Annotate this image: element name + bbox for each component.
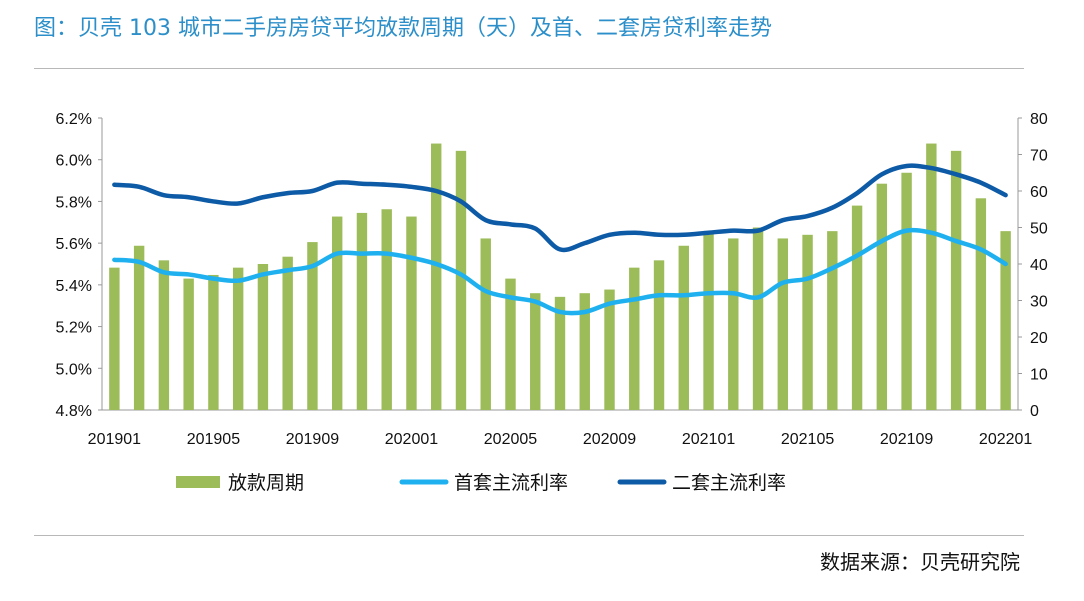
x-tick-label: 202005	[484, 431, 537, 448]
y-right-tick-label: 80	[1030, 111, 1048, 128]
bar	[480, 238, 491, 410]
bar	[183, 278, 194, 410]
bar	[257, 264, 269, 410]
bar	[232, 267, 244, 410]
bar-series-放款周期	[109, 143, 1011, 411]
bar	[802, 234, 813, 410]
x-tick-label: 202101	[682, 431, 735, 448]
x-tick-label: 201901	[88, 431, 141, 448]
bar	[728, 238, 739, 410]
y-left-tick-label: 6.2%	[56, 111, 92, 128]
bar	[1000, 231, 1011, 410]
bar	[653, 260, 665, 410]
y-left-tick-label: 5.2%	[56, 320, 92, 337]
line-series	[112, 163, 1008, 316]
y-left-tick-label: 4.8%	[56, 403, 92, 420]
footer-divider	[34, 535, 1024, 536]
tick-labels: 4.8% 5.0% 5.2% 5.4% 5.6% 5.8% 6.0% 6.2% 0 10 20 30 4…	[56, 111, 1048, 448]
legend-item-首套主流利率: 首套主流利率	[454, 472, 568, 494]
y-left-tick-label: 5.4%	[56, 278, 92, 295]
bar	[109, 267, 120, 410]
y-left-tick-label: 5.6%	[56, 236, 92, 253]
source-note: 数据来源：贝壳研究院	[820, 550, 1020, 574]
y-left-tick-label: 5.8%	[56, 194, 92, 211]
bar	[629, 267, 640, 410]
bar	[604, 289, 615, 410]
x-tick-label: 201909	[286, 431, 339, 448]
bar	[554, 296, 566, 410]
y-right-tick-label: 40	[1030, 257, 1048, 274]
first-home-rate-line	[112, 227, 1008, 316]
bar	[431, 143, 442, 411]
x-tick-label: 202201	[979, 431, 1032, 448]
bar	[158, 260, 170, 410]
bar	[530, 293, 541, 410]
title-divider	[34, 68, 1024, 69]
bar	[678, 245, 689, 410]
bar	[752, 227, 764, 410]
bar	[950, 150, 962, 410]
bar	[331, 216, 343, 410]
bar	[827, 231, 838, 410]
bar	[307, 242, 318, 410]
bar	[282, 256, 293, 410]
bar	[876, 183, 888, 410]
second-home-rate-line	[112, 163, 1008, 253]
bar	[356, 212, 368, 410]
legend: 放款周期 首套主流利率 二套主流利率	[176, 472, 786, 494]
bar	[703, 231, 714, 410]
y-right-tick-label: 10	[1030, 367, 1048, 384]
legend-item-二套主流利率: 二套主流利率	[672, 472, 786, 494]
bar	[208, 274, 219, 410]
y-right-tick-label: 60	[1030, 184, 1048, 201]
y-right-tick-label: 30	[1030, 294, 1048, 311]
y-left-tick-label: 6.0%	[56, 153, 92, 170]
bar	[579, 293, 590, 410]
x-tick-label: 202109	[880, 431, 933, 448]
bar	[926, 143, 937, 411]
bar	[505, 278, 516, 410]
bar	[381, 209, 392, 410]
y-right-tick-label: 70	[1030, 148, 1048, 165]
x-tick-label: 201905	[187, 431, 240, 448]
bar	[851, 205, 863, 410]
bar	[777, 238, 789, 410]
bar	[455, 150, 467, 410]
legend-swatch	[176, 476, 220, 488]
y-left-tick-label: 5.0%	[56, 361, 92, 378]
bar	[133, 245, 145, 410]
y-right-tick-label: 0	[1030, 403, 1039, 420]
legend-item-放款周期: 放款周期	[228, 472, 304, 494]
bar	[901, 172, 912, 410]
chart-title: 图：贝壳 103 城市二手房房贷平均放款周期（天）及首、二套房贷利率走势	[34, 16, 772, 41]
bar	[406, 216, 417, 410]
x-tick-label: 202009	[583, 431, 636, 448]
bar	[975, 198, 987, 410]
y-right-tick-label: 50	[1030, 221, 1048, 238]
y-right-tick-label: 20	[1030, 330, 1048, 347]
x-tick-label: 202001	[385, 431, 438, 448]
x-tick-label: 202105	[781, 431, 834, 448]
